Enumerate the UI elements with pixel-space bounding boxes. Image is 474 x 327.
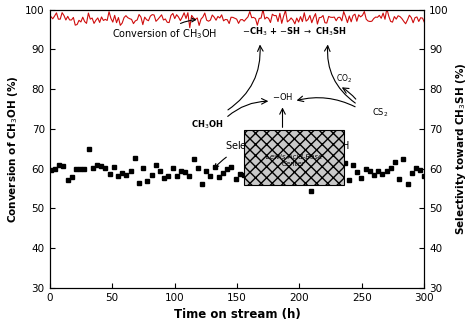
Text: Lewis Acid-Base
Center: Lewis Acid-Base Center <box>266 154 322 167</box>
Text: CH$_3$OH: CH$_3$OH <box>191 119 224 131</box>
Text: Conversion of CH$_3$OH: Conversion of CH$_3$OH <box>112 18 217 41</box>
Bar <box>244 130 344 184</box>
Text: $-$OH: $-$OH <box>272 91 293 102</box>
Text: CO$_2$: CO$_2$ <box>336 73 352 85</box>
X-axis label: Time on stream (h): Time on stream (h) <box>173 308 301 321</box>
Text: Selectivity toward CH$_3$SH: Selectivity toward CH$_3$SH <box>215 139 349 168</box>
Text: $-$CH$_3$ + $-$SH $\rightarrow$ CH$_3$SH: $-$CH$_3$ + $-$SH $\rightarrow$ CH$_3$SH <box>242 25 346 38</box>
Y-axis label: Conversion of CH$_3$OH (%): Conversion of CH$_3$OH (%) <box>6 75 19 223</box>
Y-axis label: Selectivity toward CH$_3$SH (%): Selectivity toward CH$_3$SH (%) <box>455 62 468 235</box>
Text: CS$_2$: CS$_2$ <box>372 107 389 119</box>
